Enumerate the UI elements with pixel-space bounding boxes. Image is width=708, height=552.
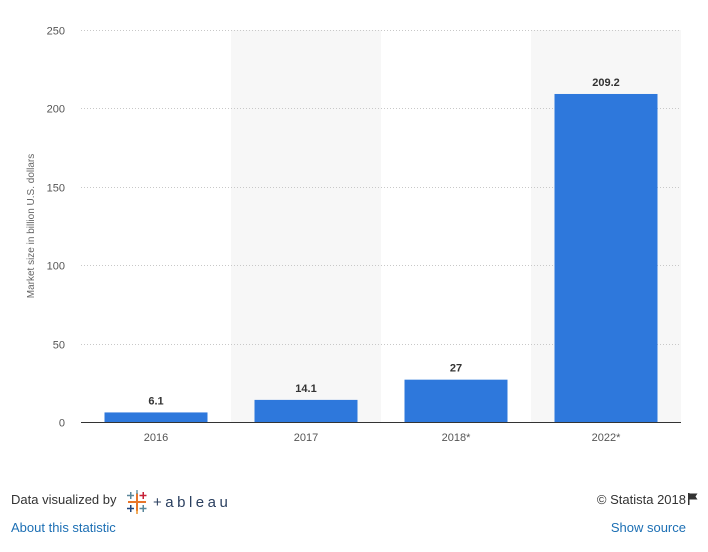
x-tick-label-2022*: 2022* bbox=[592, 432, 621, 444]
flag-icon[interactable] bbox=[688, 493, 698, 505]
tableau-cross-icon bbox=[127, 490, 147, 514]
y-tick-label-200: 200 bbox=[47, 104, 65, 116]
show-source-link[interactable]: Show source bbox=[610, 520, 686, 535]
band-1 bbox=[231, 30, 381, 422]
bars bbox=[104, 93, 658, 423]
data-visualized-by-text: Data visualized by bbox=[11, 492, 117, 507]
y-axis-ticks: 0 50 100 150 200 250 bbox=[47, 26, 65, 430]
x-tick-label-2016: 2016 bbox=[144, 432, 168, 444]
y-tick-label-250: 250 bbox=[47, 26, 65, 38]
footer-links: About this statistic Show source bbox=[0, 520, 708, 540]
about-this-statistic-link[interactable]: About this statistic bbox=[11, 520, 116, 535]
x-tick-label-2018*: 2018* bbox=[442, 432, 471, 444]
tableau-wordmark: +ableau bbox=[153, 493, 232, 511]
bar-2018* bbox=[404, 379, 508, 422]
gridlines bbox=[81, 30, 681, 345]
data-label-2016: 6.1 bbox=[148, 395, 163, 407]
y-tick-label-0: 0 bbox=[59, 418, 65, 430]
y-axis-label: Market size in billion U.S. dollars bbox=[26, 154, 37, 299]
attribution-bar: Data visualized by +ableau © Statista 20… bbox=[0, 490, 708, 514]
bar-2017 bbox=[254, 399, 358, 422]
copyright-text: © Statista 2018 bbox=[596, 492, 686, 507]
y-tick-label-100: 100 bbox=[47, 261, 65, 273]
bar-2022* bbox=[554, 93, 658, 423]
y-tick-label-50: 50 bbox=[53, 340, 65, 352]
y-tick-label-150: 150 bbox=[47, 183, 65, 195]
x-tick-label-2017: 2017 bbox=[294, 432, 318, 444]
tableau-logo[interactable]: +ableau bbox=[125, 490, 231, 514]
data-labels: 6.1 14.1 27 209.2 bbox=[148, 77, 619, 407]
data-label-2017: 14.1 bbox=[295, 383, 316, 395]
data-label-2022*: 209.2 bbox=[592, 77, 620, 89]
bar-2016 bbox=[104, 412, 208, 422]
x-axis-ticks: 2016 2017 2018* 2022* bbox=[144, 432, 621, 444]
data-label-2018*: 27 bbox=[450, 363, 462, 375]
